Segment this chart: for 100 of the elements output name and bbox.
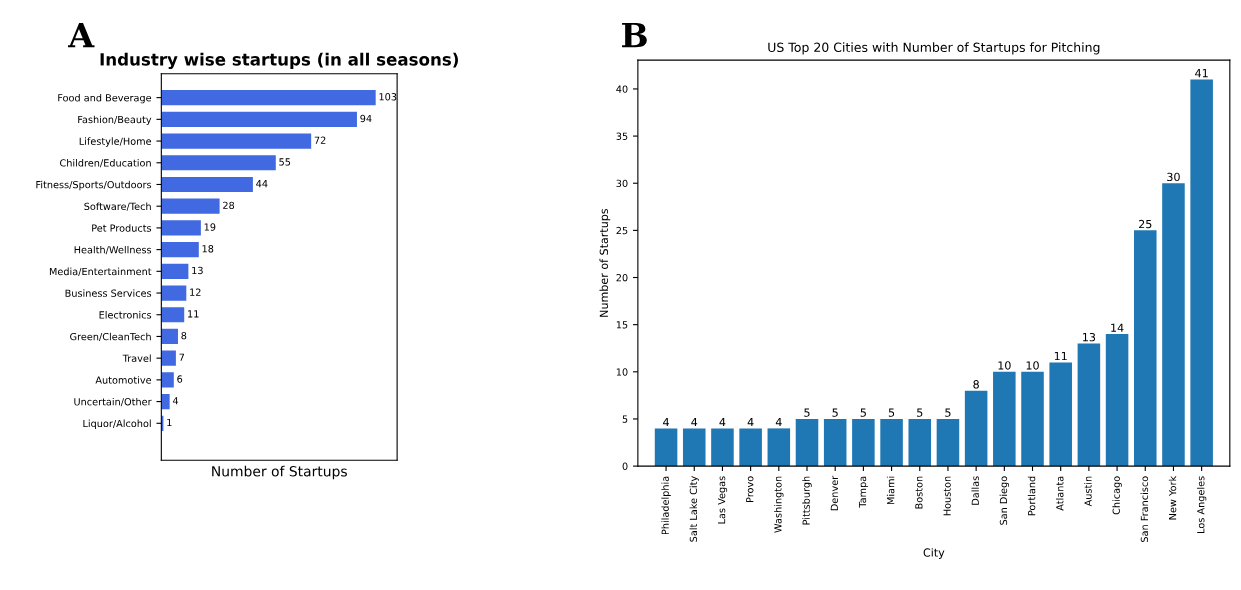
data-label: 8 <box>181 331 187 340</box>
x-tick-label: Dallas <box>971 476 979 505</box>
bar <box>161 90 376 106</box>
bar <box>993 371 1016 467</box>
x-tick-label: Houston <box>943 476 951 516</box>
y-tick-label: Software/Tech <box>84 202 151 211</box>
data-label: 5 <box>832 408 838 417</box>
text: B <box>622 22 647 48</box>
x-tick-label: Washington <box>774 476 784 533</box>
data-label: 1 <box>167 418 172 426</box>
x-tick-label: Austin <box>1084 476 1092 507</box>
text: A <box>67 22 95 48</box>
data-label: 13 <box>1083 332 1096 342</box>
x-tick-label: Chicago <box>1112 476 1122 515</box>
x-tick-label: Pittsburgh <box>802 476 812 525</box>
bar <box>161 111 357 127</box>
bar <box>161 307 185 323</box>
data-label: 5 <box>945 408 951 417</box>
data-label: 30 <box>1167 172 1180 182</box>
data-label: 4 <box>775 417 782 427</box>
data-label: 55 <box>279 158 291 166</box>
bar <box>1021 371 1044 467</box>
data-label: 7 <box>179 353 185 361</box>
data-label: 12 <box>190 288 201 296</box>
bar <box>161 133 312 149</box>
y-tick-label: Health/Wellness <box>74 245 152 255</box>
x-axis-title: Number of Startups <box>212 465 347 480</box>
bar <box>161 176 253 193</box>
bar <box>161 328 178 345</box>
x-tick-label: Los Angeles <box>1196 476 1207 533</box>
bar <box>654 428 678 467</box>
bar <box>852 418 875 467</box>
data-label: 4 <box>747 417 754 427</box>
data-label: 44 <box>256 180 268 188</box>
data-label: 41 <box>1195 69 1208 78</box>
data-label: 5 <box>917 408 923 417</box>
data-label: 14 <box>1111 323 1124 332</box>
data-label: 72 <box>314 136 326 144</box>
data-label: 94 <box>360 114 372 123</box>
data-label: 8 <box>973 380 979 389</box>
x-tick-label: Philadelphia <box>661 476 671 535</box>
bar <box>1190 79 1213 467</box>
data-label: 19 <box>204 223 216 231</box>
bar <box>161 285 187 301</box>
bar <box>823 418 847 467</box>
bar <box>161 372 174 388</box>
y-tick-label: Travel <box>122 354 151 362</box>
bar <box>739 428 762 467</box>
data-label: 28 <box>223 201 235 210</box>
bar <box>767 428 791 467</box>
data-label: 11 <box>188 310 199 318</box>
data-label: 25 <box>1139 219 1152 229</box>
y-tick-label: 35 <box>616 132 628 140</box>
x-tick-label: Miami <box>886 476 895 505</box>
y-tick-label: Pet Products <box>92 224 152 232</box>
bar <box>936 418 960 467</box>
x-tick-label: Atlanta <box>1056 476 1064 511</box>
y-tick-label: Media/Entertainment <box>49 267 152 276</box>
chart-title: Industry wise startups (in all seasons) <box>100 52 458 70</box>
data-label: 13 <box>192 266 203 275</box>
data-label: 4 <box>719 417 726 427</box>
x-tick-label: Tampa <box>858 476 869 508</box>
bar <box>161 220 201 236</box>
y-tick-label: Uncertain/Other <box>74 397 152 407</box>
y-tick-label: 0 <box>622 462 628 470</box>
y-tick-label: 40 <box>616 85 628 93</box>
bar <box>964 390 988 467</box>
data-label: 103 <box>379 93 397 101</box>
x-tick-label: Salt Lake City <box>689 476 699 542</box>
x-tick-label: San Francisco <box>1140 476 1149 542</box>
data-label: 10 <box>998 361 1011 370</box>
bar <box>880 418 903 467</box>
x-tick-label: Las Vegas <box>718 476 728 524</box>
y-tick-label: Business Services <box>65 289 152 297</box>
bar <box>1077 343 1101 467</box>
bar <box>1105 334 1129 467</box>
bar <box>161 242 199 258</box>
y-tick-label: Electronics <box>99 311 152 319</box>
y-tick-label: 10 <box>616 368 628 376</box>
bar <box>795 418 819 467</box>
bar <box>161 263 189 279</box>
bar <box>682 428 706 467</box>
x-axis-title: City <box>923 548 945 559</box>
data-label: 5 <box>804 408 810 417</box>
data-label: 4 <box>691 417 698 427</box>
data-label: 5 <box>860 408 866 417</box>
bar <box>161 350 176 366</box>
bar <box>908 418 932 467</box>
bar <box>161 393 170 410</box>
y-tick-label: 30 <box>616 179 628 188</box>
chart-title: US Top 20 Cities with Number of Startups for Pitching <box>768 42 1100 55</box>
y-tick-label: Automotive <box>95 376 152 384</box>
y-tick-label: Food and Beverage <box>58 93 152 104</box>
y-axis-title: Number of Startups <box>599 208 611 317</box>
y-tick-label: Lifestyle/Home <box>79 137 152 147</box>
y-tick-label: Children/Education <box>60 159 151 168</box>
x-tick-label: San Diego <box>999 476 1010 525</box>
data-label: 4 <box>172 397 179 405</box>
bar <box>1133 230 1157 467</box>
data-label: 4 <box>663 417 669 427</box>
